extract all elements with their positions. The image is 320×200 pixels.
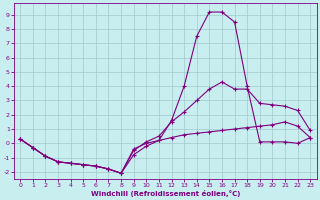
X-axis label: Windchill (Refroidissement éolien,°C): Windchill (Refroidissement éolien,°C) bbox=[91, 190, 240, 197]
